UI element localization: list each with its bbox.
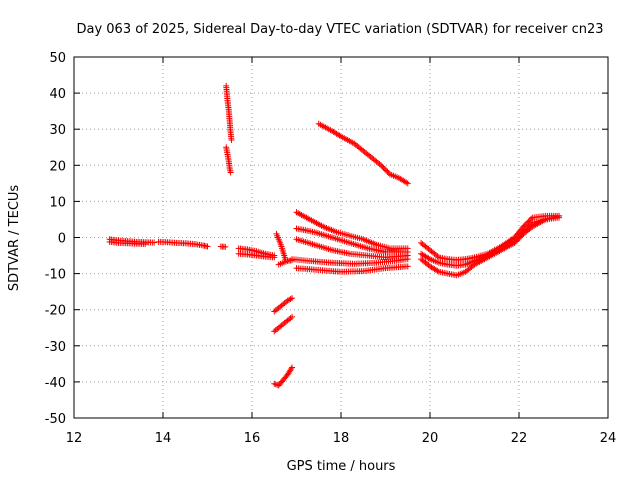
x-tick-label: 24 (600, 431, 617, 446)
y-tick-label: 0 (58, 232, 66, 247)
data-point (336, 132, 343, 139)
data-point (271, 380, 278, 387)
x-tick-label: 20 (422, 431, 439, 446)
x-tick-label: 12 (66, 431, 83, 446)
data-point (517, 233, 524, 240)
data-point (403, 179, 410, 186)
data-point (289, 313, 296, 320)
y-tick-label: -10 (45, 268, 66, 283)
data-point (522, 221, 529, 228)
y-tick-label: 40 (49, 87, 66, 102)
data-point (404, 263, 411, 270)
data-point (204, 243, 211, 250)
ticks-layer: 12 14 16 18 20 22 24 -50 -40 -30 -20 -10 0 10 20 30 40 50 (45, 51, 617, 446)
data-point (425, 255, 432, 262)
data-point (404, 180, 411, 187)
data-point (378, 162, 385, 169)
data-point (515, 236, 522, 243)
data-point (383, 167, 390, 174)
x-tick-label: 16 (244, 431, 261, 446)
y-axis-label: SDTVAR / TECUs (7, 185, 22, 292)
data-point (227, 169, 234, 176)
data-point (289, 364, 296, 371)
y-tick-label: -50 (45, 412, 66, 427)
data-point (434, 267, 441, 274)
data-point (524, 219, 531, 226)
chart-title: Day 063 of 2025, Sidereal Day-to-day VTE… (76, 22, 603, 37)
data-point (274, 381, 281, 388)
y-tick-label: -20 (45, 304, 66, 319)
data-point (381, 166, 388, 173)
data-point (556, 212, 563, 219)
data-point (151, 239, 158, 246)
data-point (384, 168, 391, 175)
data-point (287, 295, 294, 302)
data-point (289, 295, 296, 302)
y-tick-label: -30 (45, 340, 66, 355)
data-point (516, 234, 523, 241)
y-tick-label: 20 (49, 159, 66, 174)
data-point (271, 254, 278, 261)
data-point (525, 218, 532, 225)
data-point (385, 170, 392, 177)
data-point (528, 215, 535, 222)
data-point (470, 262, 477, 269)
data-point (520, 223, 527, 230)
x-axis-label: GPS time / hours (287, 459, 396, 474)
x-tick-label: 18 (333, 431, 350, 446)
x-tick-label: 22 (511, 431, 528, 446)
data-point (434, 253, 441, 260)
y-tick-label: 50 (49, 51, 66, 66)
data-point (527, 224, 534, 231)
points-layer (106, 82, 563, 389)
x-tick-label: 14 (155, 431, 172, 446)
y-tick-label: 10 (49, 195, 66, 210)
data-point (142, 240, 149, 247)
data-point (404, 256, 411, 263)
data-point (228, 137, 235, 144)
data-point (512, 238, 519, 245)
data-point (287, 315, 294, 322)
data-point (511, 239, 518, 246)
y-tick-label: -40 (45, 376, 66, 391)
data-point (222, 243, 229, 250)
data-point (526, 217, 533, 224)
y-tick-label: 30 (49, 123, 66, 138)
data-point (380, 164, 387, 171)
data-point (514, 237, 521, 244)
data-point (521, 222, 528, 229)
data-point (379, 163, 386, 170)
data-point (288, 365, 295, 372)
